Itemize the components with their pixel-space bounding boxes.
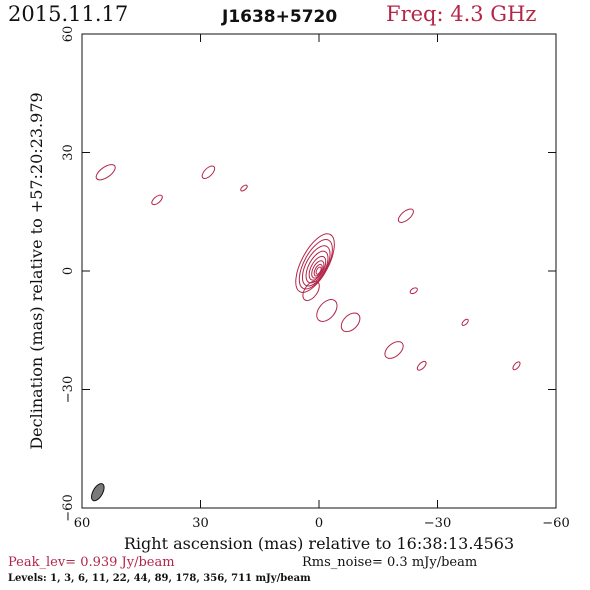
source-name: J1638+5720 <box>222 7 338 27</box>
peak-level: Peak_lev= 0.939 Jy/beam <box>8 555 175 570</box>
y-tick-label: 0 <box>61 267 76 275</box>
contour-component <box>384 341 404 359</box>
x-tick-label: 30 <box>192 516 209 531</box>
y-tick-label: 60 <box>61 26 76 43</box>
y-axis-label: Declination (mas) relative to +57:20:23.… <box>27 92 46 449</box>
contour-component <box>151 194 163 206</box>
core-contour <box>313 263 323 277</box>
y-tick-label: −60 <box>61 494 76 521</box>
contour-component <box>397 208 414 223</box>
contour-component <box>201 165 216 179</box>
contour-component <box>409 287 418 295</box>
y-tick-label: −30 <box>61 376 76 403</box>
contour-component <box>240 184 248 192</box>
core-contour <box>311 260 325 279</box>
x-axis-label: Right ascension (mas) relative to 16:38:… <box>124 534 514 553</box>
plot-frame <box>81 33 557 509</box>
axis-ticks: 60 30 0 −30 −60 −60 −30 0 30 60 <box>61 26 570 531</box>
x-tick-label: 60 <box>74 516 91 531</box>
x-tick-label: −60 <box>542 516 569 531</box>
contour-component <box>340 312 361 333</box>
rms-noise: Rms_noise= 0.3 mJy/beam <box>302 555 478 570</box>
contour-component <box>95 164 116 181</box>
beam-ellipse <box>91 483 105 502</box>
contour-component <box>512 361 521 371</box>
y-tick-label: 30 <box>61 144 76 161</box>
contour-component <box>461 318 469 326</box>
contour-component <box>316 299 338 322</box>
core-contour <box>295 233 335 293</box>
core-contour <box>305 250 329 284</box>
core-contour <box>308 255 327 281</box>
contour-component <box>416 360 427 371</box>
frequency-label: Freq: 4.3 GHz <box>386 2 537 26</box>
x-tick-label: −30 <box>424 516 451 531</box>
x-tick-label: 0 <box>315 516 323 531</box>
contour-marks <box>91 164 521 502</box>
contour-levels: Levels: 1, 3, 6, 11, 22, 44, 89, 178, 35… <box>8 573 311 584</box>
core-contour <box>315 266 322 275</box>
observation-date: 2015.11.17 <box>8 2 129 26</box>
